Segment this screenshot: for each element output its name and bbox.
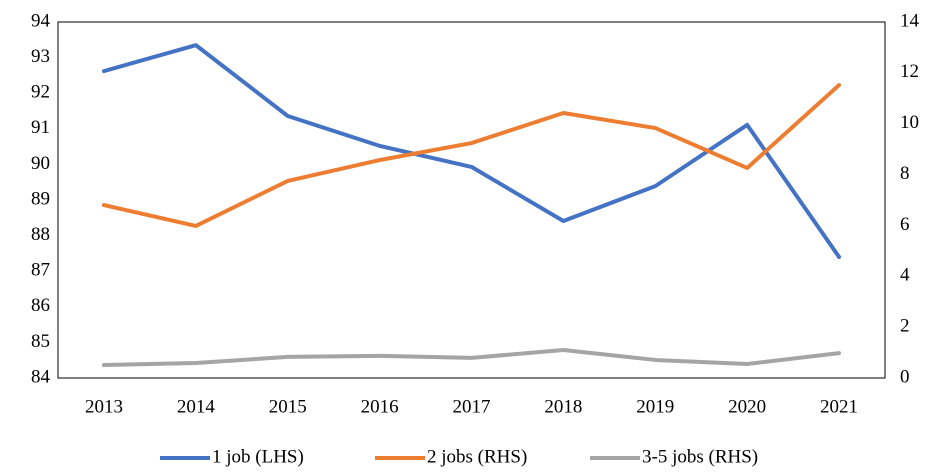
y-tick-label: 89 <box>31 188 50 209</box>
legend-label: 3-5 jobs (RHS) <box>642 446 758 467</box>
y-tick-label: 91 <box>31 117 50 138</box>
y-tick-label: 84 <box>31 366 51 387</box>
y2-tick-label: 8 <box>900 163 910 184</box>
y2-tick-label: 0 <box>900 366 910 387</box>
plot-frame <box>57 21 886 379</box>
legend-label: 1 job (LHS) <box>212 446 304 467</box>
y-tick-label: 85 <box>31 331 50 352</box>
x-tick-label: 2019 <box>636 396 674 417</box>
x-tick-label: 2018 <box>544 396 582 417</box>
y-tick-label: 92 <box>31 82 50 103</box>
y2-tick-label: 6 <box>900 214 910 235</box>
x-tick-label: 2014 <box>177 396 216 417</box>
x-tick-label: 2013 <box>85 396 123 417</box>
line-series <box>101 43 842 259</box>
legend-label: 2 jobs (RHS) <box>427 446 527 467</box>
x-tick-label: 2017 <box>453 396 491 417</box>
y-tick-label: 88 <box>31 224 50 245</box>
line-series <box>101 83 842 228</box>
y-tick-label: 90 <box>31 153 50 174</box>
x-tick-label: 2015 <box>269 396 307 417</box>
x-tick-label: 2020 <box>728 396 766 417</box>
x-tick-label: 2016 <box>361 396 399 417</box>
line-series <box>101 348 842 368</box>
y-tick-label: 93 <box>31 46 50 67</box>
y2-tick-label: 2 <box>900 316 910 337</box>
y2-tick-label: 14 <box>900 10 920 31</box>
y2-tick-label: 4 <box>900 265 910 286</box>
x-tick-label: 2021 <box>820 396 858 417</box>
y-tick-label: 94 <box>31 10 51 31</box>
y-tick-label: 87 <box>31 260 50 281</box>
y2-tick-label: 12 <box>900 61 919 82</box>
y2-tick-label: 10 <box>900 112 919 133</box>
y-tick-label: 86 <box>31 295 50 316</box>
